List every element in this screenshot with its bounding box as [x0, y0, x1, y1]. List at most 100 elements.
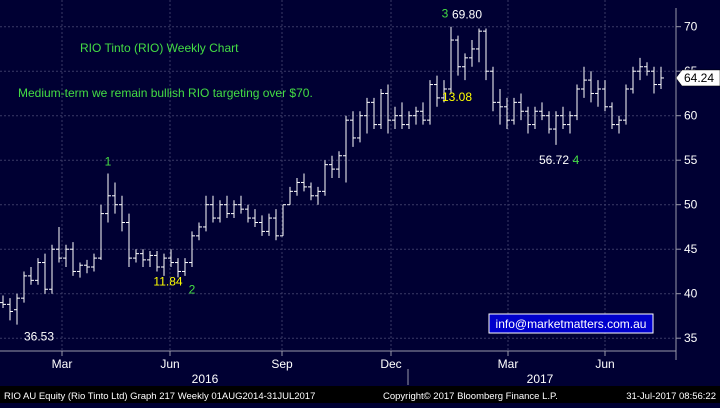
- ohlc-bar: [329, 155, 335, 178]
- ohlc-bar: [343, 115, 349, 183]
- ohlc-bar: [42, 253, 48, 294]
- ohlc-bar: [119, 195, 125, 232]
- ohlc-bar: [539, 102, 545, 121]
- ohlc-bar: [133, 249, 139, 263]
- footer-left: RIO AU Equity (Rio Tinto Ltd) Graph 217 …: [4, 391, 315, 402]
- ohlc-bar: [413, 106, 419, 125]
- ohlc-bar: [588, 71, 594, 103]
- ohlc-bar: [238, 195, 244, 214]
- last-price-tag: 64.24: [675, 69, 720, 87]
- ohlc-bar: [497, 89, 503, 125]
- ohlc-bar: [476, 28, 482, 63]
- ohlc-bar: [28, 267, 34, 285]
- annotation-label: 3: [442, 7, 449, 21]
- ohlc-bar: [623, 84, 629, 125]
- ohlc-bar: [448, 26, 454, 94]
- ohlc-bar: [574, 84, 580, 121]
- month-label: Jun: [160, 357, 179, 371]
- annotation-label: 11.84: [153, 274, 182, 288]
- ohlc-bar: [427, 80, 433, 125]
- annotation-label: 36.53: [24, 330, 54, 344]
- ohlc-bar: [182, 258, 188, 276]
- price-tick-label: 50: [684, 198, 698, 212]
- ohlc-bar: [301, 173, 307, 192]
- last-price-tag-shape: [675, 69, 720, 87]
- ohlc-bar: [546, 111, 552, 134]
- annotations: 36.53 1 11.84 2 3 69.80 13.08 56.72 4: [24, 7, 580, 344]
- ohlc-bar: [336, 151, 342, 178]
- ohlc-bar: [217, 200, 223, 223]
- ohlc-bar: [315, 186, 321, 205]
- ohlc-bar: [70, 242, 76, 276]
- ohlc-bar: [287, 186, 293, 206]
- ohlc-bar: [196, 222, 202, 241]
- month-label: Sep: [271, 357, 293, 371]
- year-label: 2016: [192, 372, 219, 386]
- footer-center: Copyright© 2017 Bloomberg Finance L.P.: [383, 391, 558, 402]
- ohlc-bar: [210, 195, 216, 223]
- ohlc-bar: [14, 293, 20, 325]
- ohlc-bar: [266, 213, 272, 236]
- ohlc-bar: [245, 204, 251, 223]
- ohlc-bar: [511, 97, 517, 125]
- footer-right: 31-Jul-2017 08:56:22: [626, 391, 716, 402]
- ohlc-bar: [518, 93, 524, 121]
- ohlc-bar: [658, 66, 664, 89]
- ohlc-bar: [357, 111, 363, 143]
- price-tick-label: 35: [684, 331, 698, 345]
- ohlc-bar: [371, 97, 377, 130]
- ohlc-bar: [434, 75, 440, 107]
- price-tick-label: 70: [684, 20, 698, 34]
- month-label: Jun: [595, 357, 614, 371]
- year-labels: 2016 2017: [192, 372, 554, 386]
- watermark-text: info@marketmatters.com.au: [496, 317, 647, 331]
- ohlc-bar: [49, 244, 55, 294]
- ohlc-bar: [637, 57, 643, 81]
- ohlc-bar: [91, 253, 97, 272]
- annotation-label: 56.72: [539, 153, 569, 167]
- ohlc-bar: [189, 231, 195, 267]
- ohlc-bar: [616, 115, 622, 134]
- ohlc-bar: [98, 204, 104, 260]
- ohlc-bar: [420, 102, 426, 125]
- ohlc-bar: [462, 53, 468, 81]
- ohlc-bar: [392, 106, 398, 130]
- ohlc-bar: [0, 295, 6, 308]
- ohlc-bar: [259, 215, 265, 236]
- ohlc-bar: [231, 200, 237, 219]
- ohlc-bar: [294, 178, 300, 196]
- ohlc-bar: [490, 66, 496, 112]
- month-label: Mar: [498, 357, 519, 371]
- ohlc-bar: [21, 271, 27, 303]
- ohlc-bar: [399, 102, 405, 130]
- ohlc-bar: [350, 111, 356, 147]
- horizontal-gridlines: [0, 26, 676, 339]
- ohlc-bar: [469, 40, 475, 67]
- ohlc-bar: [35, 258, 41, 285]
- price-axis-ticks: 3540455055606570: [676, 20, 698, 345]
- ohlc-bar: [364, 97, 370, 134]
- ohlc-bar: [252, 209, 258, 227]
- ohlc-bar: [553, 111, 559, 145]
- price-tick-label: 60: [684, 109, 698, 123]
- ohlc-bar: [441, 80, 447, 103]
- watermark-box: [488, 313, 654, 334]
- ohlc-bar: [140, 249, 146, 267]
- price-tick-label: 55: [684, 153, 698, 167]
- ohlc-bar: [560, 106, 566, 130]
- ohlc-bar: [504, 97, 510, 130]
- annotation-label: 4: [573, 153, 580, 167]
- month-labels: Mar Jun Sep Dec Mar Jun: [52, 351, 615, 371]
- ohlc-bar: [7, 298, 13, 321]
- ohlc-bar: [322, 160, 328, 196]
- ohlc-bar: [581, 66, 587, 98]
- ohlc-bar: [378, 89, 384, 130]
- ohlc-bar: [77, 262, 83, 278]
- ohlc-bar: [609, 102, 615, 130]
- ohlc-bar: [224, 195, 230, 219]
- ohlc-bar: [280, 204, 286, 237]
- ohlc-bar: [175, 258, 181, 278]
- ohlc-bar: [406, 111, 412, 130]
